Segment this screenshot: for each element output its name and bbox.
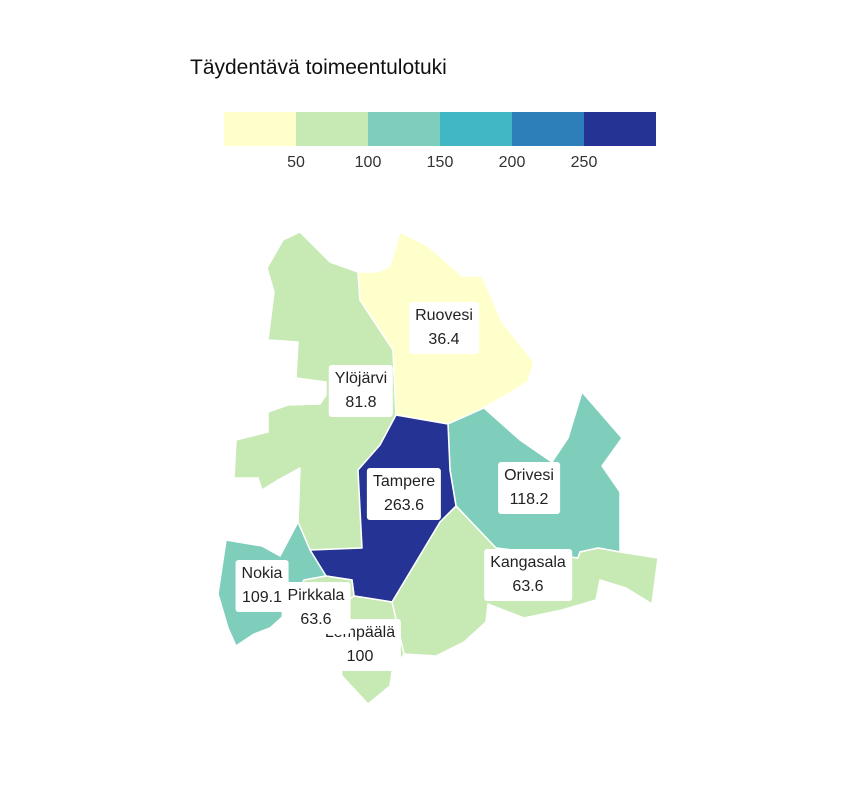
map-title: Täydentävä toimeentulotuki xyxy=(190,56,447,79)
region-label-tampere: Tampere 263.6 xyxy=(366,468,442,520)
legend-swatch-6 xyxy=(584,112,656,146)
region-label-ruovesi: Ruovesi 36.4 xyxy=(409,302,479,354)
region-label-ylojarvi: Ylöjärvi 81.8 xyxy=(328,365,394,417)
legend-swatch-5 xyxy=(512,112,584,146)
legend-tick: 50 xyxy=(287,154,305,171)
legend-tick: 200 xyxy=(498,154,526,171)
legend-swatch-1 xyxy=(224,112,296,146)
legend-tick: 150 xyxy=(426,154,454,171)
region-label-pirkkala: Pirkkala 63.6 xyxy=(281,582,351,634)
region-label-nokia: Nokia 109.1 xyxy=(235,560,289,612)
region-label-kangasala: Kangasala 63.6 xyxy=(484,549,572,601)
legend-tick: 250 xyxy=(570,154,598,171)
color-legend xyxy=(224,112,656,146)
legend-swatch-3 xyxy=(368,112,440,146)
legend-swatch-2 xyxy=(296,112,368,146)
legend-tick: 100 xyxy=(354,154,382,171)
region-label-orivesi: Orivesi 118.2 xyxy=(498,462,560,514)
legend-swatch-4 xyxy=(440,112,512,146)
